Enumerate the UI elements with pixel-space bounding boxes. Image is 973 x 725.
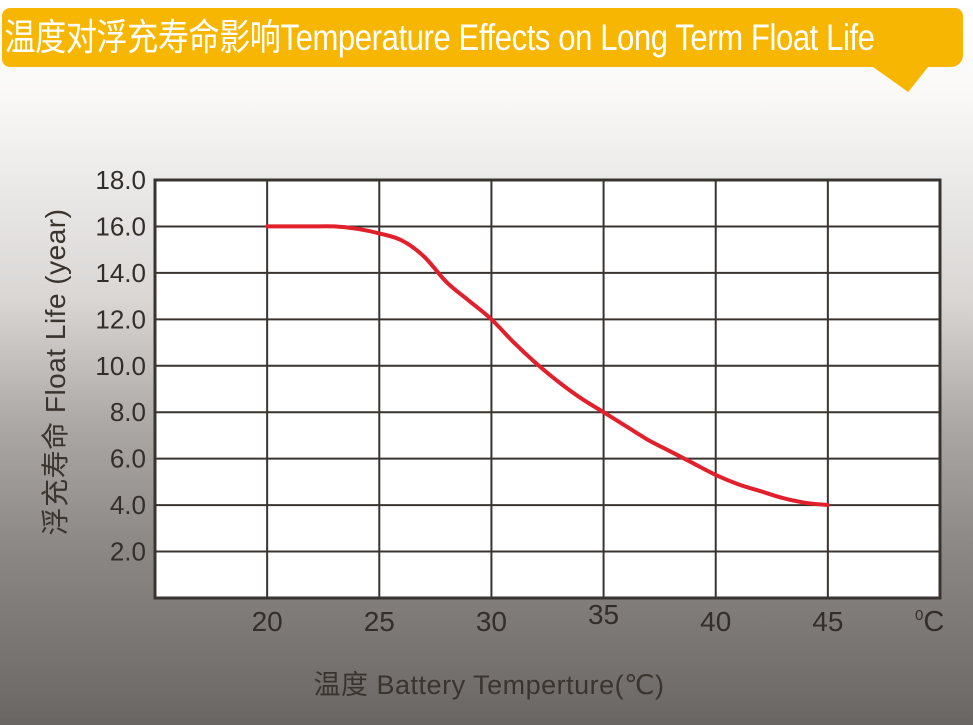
plot-background xyxy=(155,180,940,598)
y-tick-label-8.0: 8.0 xyxy=(110,397,146,427)
plot-border xyxy=(153,178,942,600)
y-axis-title: 浮充寿命 Float Life (year) xyxy=(40,208,71,536)
y-tick-label-4.0: 4.0 xyxy=(110,490,146,520)
x-tick-label-35: 35 xyxy=(588,599,619,630)
y-tick-label-2.0: 2.0 xyxy=(110,537,146,567)
x-tick-label-25: 25 xyxy=(364,606,395,637)
title-banner: 温度对浮充寿命影响Temperature Effects on Long Ter… xyxy=(2,8,963,67)
x-axis-title: 温度 Battery Temperture(℃) xyxy=(313,670,665,700)
x-unit-label: 0C xyxy=(915,606,944,638)
x-tick-label-40: 40 xyxy=(700,606,731,637)
x-tick-label-45: 45 xyxy=(812,606,843,637)
x-tick-label-20: 20 xyxy=(252,606,283,637)
page-title: 温度对浮充寿命影响Temperature Effects on Long Ter… xyxy=(4,17,875,58)
float-life-curve xyxy=(265,224,830,508)
x-tick-label-30: 30 xyxy=(476,606,507,637)
y-tick-label-6.0: 6.0 xyxy=(110,444,146,474)
y-tick-label-12.0: 12.0 xyxy=(95,304,146,334)
y-tick-label-18.0: 18.0 xyxy=(95,165,146,195)
y-tick-label-10.0: 10.0 xyxy=(95,351,146,381)
y-tick-label-14.0: 14.0 xyxy=(95,258,146,288)
y-tick-label-16.0: 16.0 xyxy=(95,211,146,241)
